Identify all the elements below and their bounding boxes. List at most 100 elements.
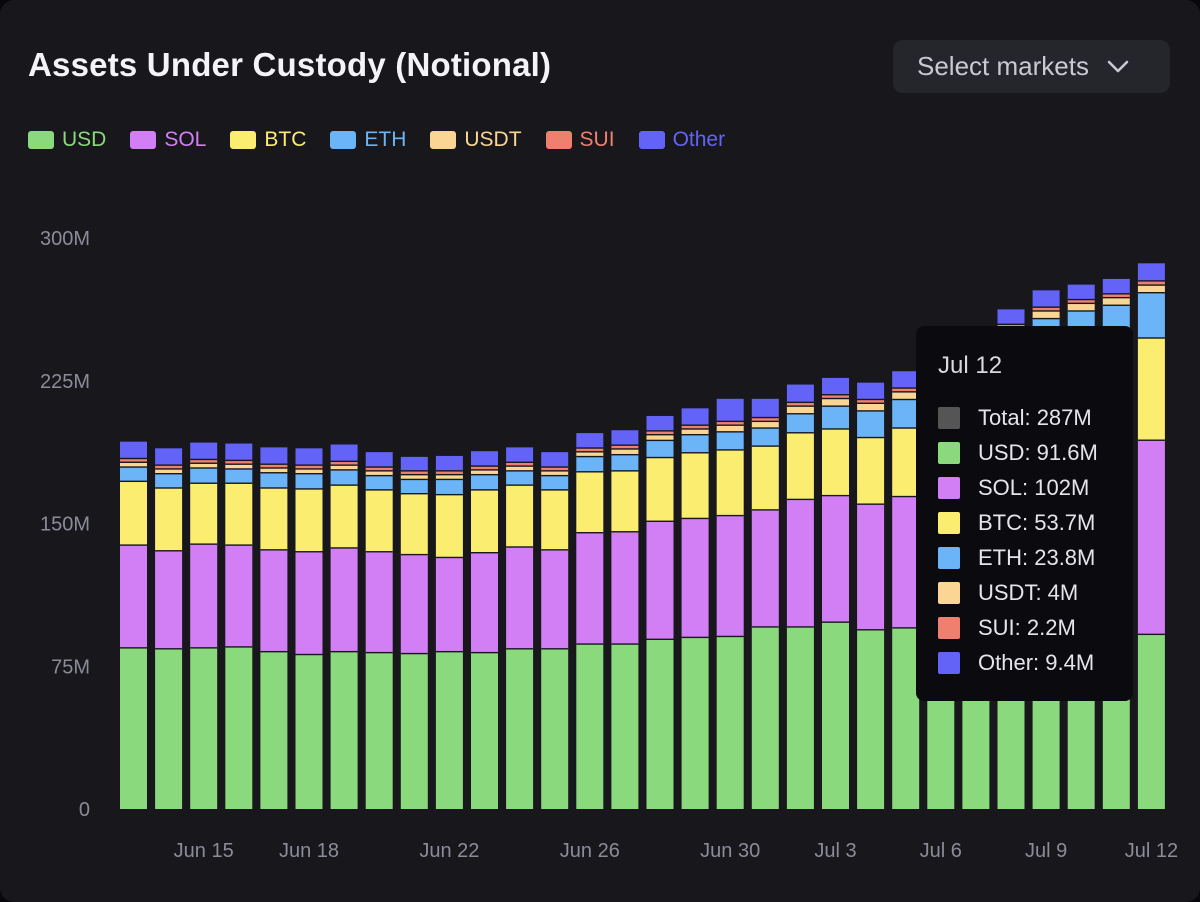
- bar-segment-other[interactable]: [1032, 290, 1060, 308]
- bar-segment-other[interactable]: [190, 442, 218, 460]
- bar-segment-eth[interactable]: [786, 414, 814, 434]
- bar-segment-sui[interactable]: [190, 459, 218, 464]
- bar-segment-sol[interactable]: [541, 550, 569, 650]
- bar-segment-eth[interactable]: [506, 471, 534, 486]
- bar-segment-sol[interactable]: [400, 554, 428, 654]
- bar-segment-sui[interactable]: [1102, 294, 1130, 298]
- bar-segment-eth[interactable]: [751, 428, 779, 447]
- bar-segment-btc[interactable]: [541, 490, 569, 551]
- bar-segment-btc[interactable]: [260, 488, 288, 551]
- bar-segment-btc[interactable]: [506, 485, 534, 548]
- bar-segment-usd[interactable]: [155, 649, 183, 809]
- bar-segment-other[interactable]: [295, 448, 323, 466]
- bar-segment-sol[interactable]: [611, 532, 639, 645]
- bar-segment-btc[interactable]: [155, 488, 183, 552]
- bar-segment-sol[interactable]: [120, 545, 147, 649]
- bar-segment-other[interactable]: [435, 455, 463, 472]
- bar-segment-sol[interactable]: [225, 545, 253, 648]
- bar-segment-eth[interactable]: [120, 467, 147, 482]
- bar-segment-btc[interactable]: [190, 483, 218, 545]
- bar-segment-other[interactable]: [541, 452, 569, 468]
- bar-segment-usdt[interactable]: [857, 403, 885, 412]
- bar-segment-sui[interactable]: [1137, 281, 1165, 286]
- bar-segment-other[interactable]: [120, 441, 147, 459]
- bar-segment-usdt[interactable]: [576, 452, 604, 457]
- bar-segment-sui[interactable]: [295, 465, 323, 470]
- bar-segment-sui[interactable]: [892, 388, 920, 393]
- bar-segment-other[interactable]: [1067, 284, 1095, 300]
- bar-segment-sui[interactable]: [681, 425, 709, 430]
- bar-stack[interactable]: [120, 441, 147, 809]
- bar-segment-sui[interactable]: [857, 399, 885, 404]
- bar-segment-sui[interactable]: [120, 458, 147, 463]
- bar-segment-sui[interactable]: [1032, 307, 1060, 312]
- bar-segment-sui[interactable]: [330, 461, 358, 466]
- bar-segment-eth[interactable]: [330, 470, 358, 486]
- bar-segment-btc[interactable]: [120, 481, 147, 546]
- bar-stack[interactable]: [155, 448, 183, 809]
- bar-segment-eth[interactable]: [260, 473, 288, 489]
- legend-item-sol[interactable]: SOL: [130, 128, 206, 152]
- bar-segment-usdt[interactable]: [365, 471, 393, 476]
- bar-segment-other[interactable]: [155, 448, 183, 466]
- bar-segment-usdt[interactable]: [541, 471, 569, 476]
- bar-segment-other[interactable]: [506, 447, 534, 463]
- bar-segment-btc[interactable]: [786, 433, 814, 500]
- bar-segment-other[interactable]: [1102, 278, 1130, 295]
- legend-item-eth[interactable]: ETH: [330, 128, 406, 152]
- bar-segment-sui[interactable]: [646, 431, 674, 435]
- bar-segment-usdt[interactable]: [751, 421, 779, 429]
- bar-stack[interactable]: [365, 452, 393, 809]
- legend-item-usd[interactable]: USD: [28, 128, 106, 152]
- bar-segment-eth[interactable]: [716, 432, 744, 451]
- bar-segment-usdt[interactable]: [190, 463, 218, 469]
- bar-segment-usdt[interactable]: [506, 466, 534, 472]
- bar-segment-other[interactable]: [330, 444, 358, 462]
- bar-segment-usdt[interactable]: [400, 474, 428, 480]
- bar-stack[interactable]: [541, 452, 569, 809]
- bar-stack[interactable]: [471, 451, 498, 809]
- bar-segment-usd[interactable]: [541, 649, 569, 809]
- bar-stack[interactable]: [1137, 263, 1165, 809]
- bar-segment-sol[interactable]: [646, 521, 674, 640]
- bar-segment-other[interactable]: [857, 382, 885, 400]
- bar-segment-btc[interactable]: [751, 446, 779, 511]
- bar-segment-eth[interactable]: [155, 474, 183, 489]
- bar-segment-usdt[interactable]: [822, 398, 849, 407]
- bar-segment-eth[interactable]: [1137, 293, 1165, 339]
- bar-stack[interactable]: [506, 447, 534, 809]
- bar-segment-btc[interactable]: [435, 494, 463, 558]
- bar-segment-sol[interactable]: [330, 548, 358, 652]
- bar-stack[interactable]: [611, 430, 639, 809]
- bar-segment-usd[interactable]: [120, 648, 147, 809]
- bar-stack[interactable]: [892, 371, 920, 809]
- bar-segment-sol[interactable]: [506, 547, 534, 650]
- bar-segment-other[interactable]: [892, 371, 920, 389]
- bar-segment-sol[interactable]: [260, 550, 288, 652]
- bar-segment-other[interactable]: [716, 398, 744, 422]
- bar-segment-usd[interactable]: [1137, 634, 1165, 809]
- bar-segment-eth[interactable]: [857, 411, 885, 438]
- legend-item-btc[interactable]: BTC: [230, 128, 306, 152]
- bar-segment-sol[interactable]: [190, 544, 218, 649]
- bar-stack[interactable]: [435, 455, 463, 809]
- bar-segment-eth[interactable]: [822, 406, 849, 430]
- bar-segment-sui[interactable]: [471, 466, 498, 471]
- bar-segment-sol[interactable]: [786, 499, 814, 628]
- bar-segment-btc[interactable]: [857, 437, 885, 505]
- bar-stack[interactable]: [400, 456, 428, 809]
- bar-segment-sol[interactable]: [716, 515, 744, 637]
- bar-segment-sui[interactable]: [786, 402, 814, 407]
- bar-segment-btc[interactable]: [225, 483, 253, 546]
- bar-segment-eth[interactable]: [541, 475, 569, 491]
- bar-segment-usdt[interactable]: [155, 469, 183, 475]
- bar-segment-eth[interactable]: [471, 474, 498, 491]
- bar-segment-sol[interactable]: [365, 552, 393, 653]
- bar-segment-usd[interactable]: [295, 654, 323, 809]
- bar-stack[interactable]: [295, 448, 323, 809]
- bar-segment-other[interactable]: [576, 433, 604, 449]
- bar-stack[interactable]: [190, 442, 218, 809]
- bar-stack[interactable]: [646, 415, 674, 809]
- bar-segment-other[interactable]: [225, 443, 253, 461]
- bar-segment-sol[interactable]: [155, 551, 183, 650]
